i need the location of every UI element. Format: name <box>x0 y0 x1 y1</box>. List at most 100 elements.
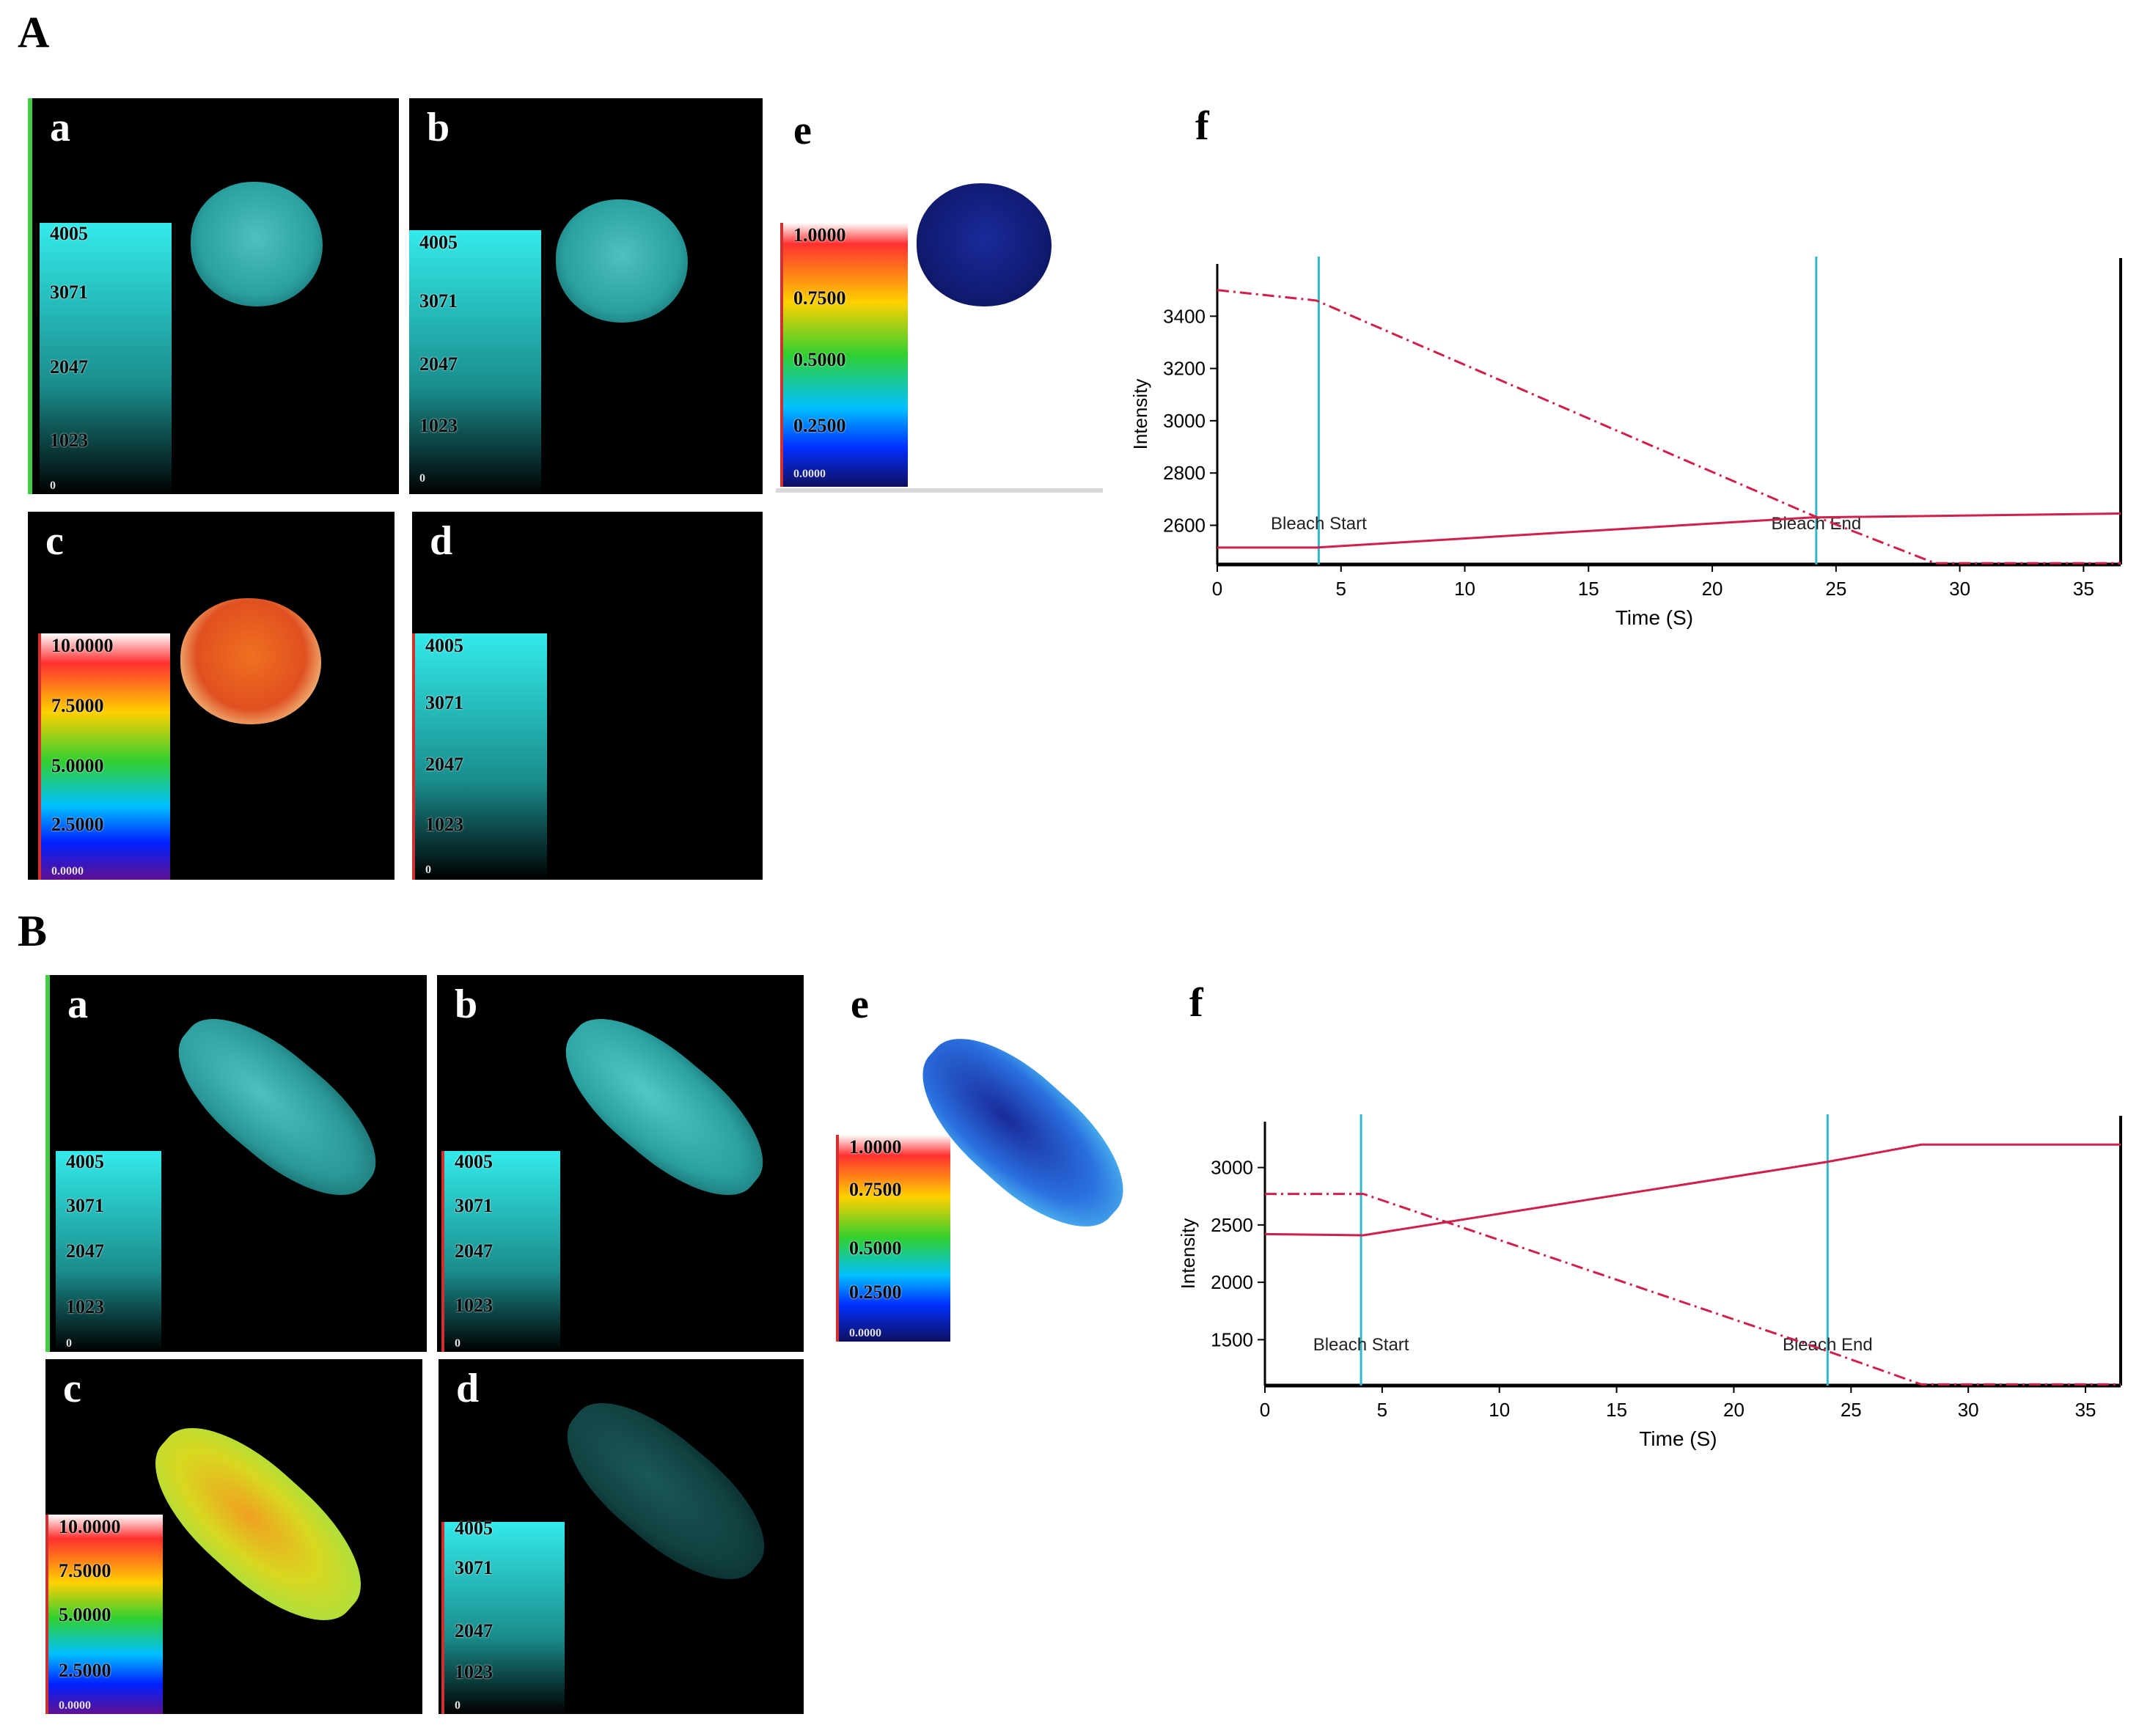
panel-label: b <box>427 105 450 150</box>
scale-tick: 0 <box>419 472 425 485</box>
scale-tick: 0 <box>455 1699 461 1712</box>
panel-label: b <box>455 982 478 1027</box>
scale-tick: 4005 <box>66 1151 104 1172</box>
cell-image <box>543 1376 789 1606</box>
scale-tick: 4005 <box>425 635 463 656</box>
panel-label: c <box>45 518 64 564</box>
annotation-label: Bleach End <box>1783 1335 1873 1355</box>
scale-tick: 4005 <box>455 1151 493 1172</box>
intensity-scale-bar: 4005 3071 2047 1023 0 <box>441 1518 565 1714</box>
panel-label: a <box>67 982 88 1027</box>
panel-a-a: a 4005 3071 2047 1023 0 <box>28 98 399 494</box>
fret-scale-bar: 10.0000 7.5000 5.0000 2.5000 0.0000 <box>38 633 170 880</box>
scale-tick: 0 <box>66 1337 72 1350</box>
scale-tick: 2047 <box>66 1240 104 1262</box>
panel-label: e <box>793 108 812 153</box>
scale-tick: 0.0000 <box>59 1699 91 1712</box>
ratio-scale-bar: 1.0000 0.7500 0.5000 0.2500 0.0000 <box>836 1135 950 1342</box>
scale-tick: 0.0000 <box>793 468 826 480</box>
panel-a-e: e 1.0000 0.7500 0.5000 0.2500 0.0000 <box>776 98 1103 494</box>
y-tick-label: 3200 <box>1163 358 1206 380</box>
x-tick-label: 30 <box>1949 578 1970 600</box>
x-tick-label: 25 <box>1841 1399 1862 1421</box>
scale-tick: 4005 <box>419 232 458 253</box>
scale-tick: 4005 <box>50 223 88 244</box>
scale-tick: 0.7500 <box>793 287 846 309</box>
x-tick-label: 20 <box>1723 1399 1744 1421</box>
scale-tick: 1023 <box>419 415 458 436</box>
panel-a-b: b 4005 3071 2047 1023 0 <box>409 98 763 494</box>
x-tick-label: 35 <box>2075 1399 2096 1421</box>
scale-tick: 3071 <box>425 692 463 713</box>
y-tick-label: 3400 <box>1163 305 1206 327</box>
scale-tick: 3071 <box>66 1195 104 1216</box>
x-tick-label: 0 <box>1212 578 1222 600</box>
x-tick-label: 0 <box>1260 1399 1270 1421</box>
scale-tick: 1.0000 <box>793 224 846 246</box>
scale-tick: 1023 <box>50 430 88 451</box>
series-line <box>1265 1193 2121 1386</box>
y-tick-label: 3000 <box>1211 1157 1253 1179</box>
panel-a-c: c 10.0000 7.5000 5.0000 2.5000 0.0000 <box>28 512 395 880</box>
scale-tick: 0 <box>455 1337 461 1350</box>
panel-label: a <box>50 105 70 150</box>
x-axis-label: Time (S) <box>1615 606 1693 629</box>
y-axis-label: Intensity <box>1129 379 1151 450</box>
nucleus-image <box>180 598 321 724</box>
y-tick-label: 2600 <box>1163 515 1206 537</box>
scale-tick: 0.0000 <box>849 1327 881 1339</box>
scale-tick: 0.5000 <box>849 1237 902 1259</box>
panel-b-b: b 4005 3071 2047 1023 0 <box>437 975 804 1352</box>
scale-tick: 0.7500 <box>849 1179 902 1200</box>
section-label-a: A <box>18 8 50 56</box>
panel-b-d: d 4005 3071 2047 1023 0 <box>439 1359 804 1714</box>
panel-b-e: e 1.0000 0.7500 0.5000 0.2500 0.0000 <box>836 975 1144 1352</box>
y-tick-label: 3000 <box>1163 410 1206 432</box>
scale-tick: 7.5000 <box>51 695 104 716</box>
scale-tick: 2047 <box>455 1620 493 1641</box>
scale-tick: 1023 <box>66 1296 104 1317</box>
annotation-label: Bleach Start <box>1313 1335 1409 1355</box>
scale-tick: 2047 <box>455 1240 493 1262</box>
section-label-b: B <box>18 907 48 955</box>
y-axis-label: Intensity <box>1177 1218 1199 1290</box>
scale-tick: 10.0000 <box>51 635 114 656</box>
panel-label: f <box>1189 980 1203 1026</box>
x-tick-label: 10 <box>1454 578 1475 600</box>
y-tick-label: 1500 <box>1211 1328 1253 1350</box>
panel-a-d: d 4005 3071 2047 1023 0 <box>412 512 763 880</box>
series-line <box>1217 289 2121 564</box>
scale-tick: 3071 <box>419 290 458 312</box>
nucleus-image <box>191 182 323 306</box>
nucleus-image <box>556 199 688 323</box>
x-tick-label: 35 <box>2073 578 2094 600</box>
scale-tick: 2047 <box>419 353 458 375</box>
scale-tick: 5.0000 <box>59 1604 111 1625</box>
scale-tick: 2047 <box>425 754 463 775</box>
panel-label: d <box>430 518 453 564</box>
scale-tick: 7.5000 <box>59 1560 111 1581</box>
x-tick-label: 15 <box>1578 578 1599 600</box>
panel-label: d <box>456 1366 480 1411</box>
series-line <box>1217 512 2121 549</box>
scale-tick: 4005 <box>455 1518 493 1539</box>
x-tick-label: 10 <box>1489 1399 1510 1421</box>
scale-tick: 0 <box>425 864 431 876</box>
y-tick-label: 2500 <box>1211 1214 1253 1236</box>
x-tick-label: 25 <box>1825 578 1846 600</box>
scale-tick: 3071 <box>50 282 88 303</box>
scale-tick: 1023 <box>425 814 463 835</box>
panel-b-a: a 4005 3071 2047 1023 0 <box>45 975 427 1352</box>
intensity-scale-bar: 4005 3071 2047 1023 0 <box>412 633 547 880</box>
scale-tick: 2047 <box>50 356 88 378</box>
panel-label: e <box>851 982 869 1027</box>
y-tick-label: 2000 <box>1211 1271 1253 1293</box>
scale-tick: 10.0000 <box>59 1516 121 1537</box>
intensity-scale-bar: 4005 3071 2047 1023 0 <box>56 1151 161 1352</box>
ratio-scale-bar: 1.0000 0.7500 0.5000 0.2500 0.0000 <box>780 223 908 487</box>
scale-tick: 0 <box>50 479 56 492</box>
fret-scale-bar: 10.0000 7.5000 5.0000 2.5000 0.0000 <box>45 1515 163 1714</box>
x-tick-label: 5 <box>1336 578 1346 600</box>
x-tick-label: 30 <box>1958 1399 1979 1421</box>
cell-image <box>128 1400 388 1649</box>
